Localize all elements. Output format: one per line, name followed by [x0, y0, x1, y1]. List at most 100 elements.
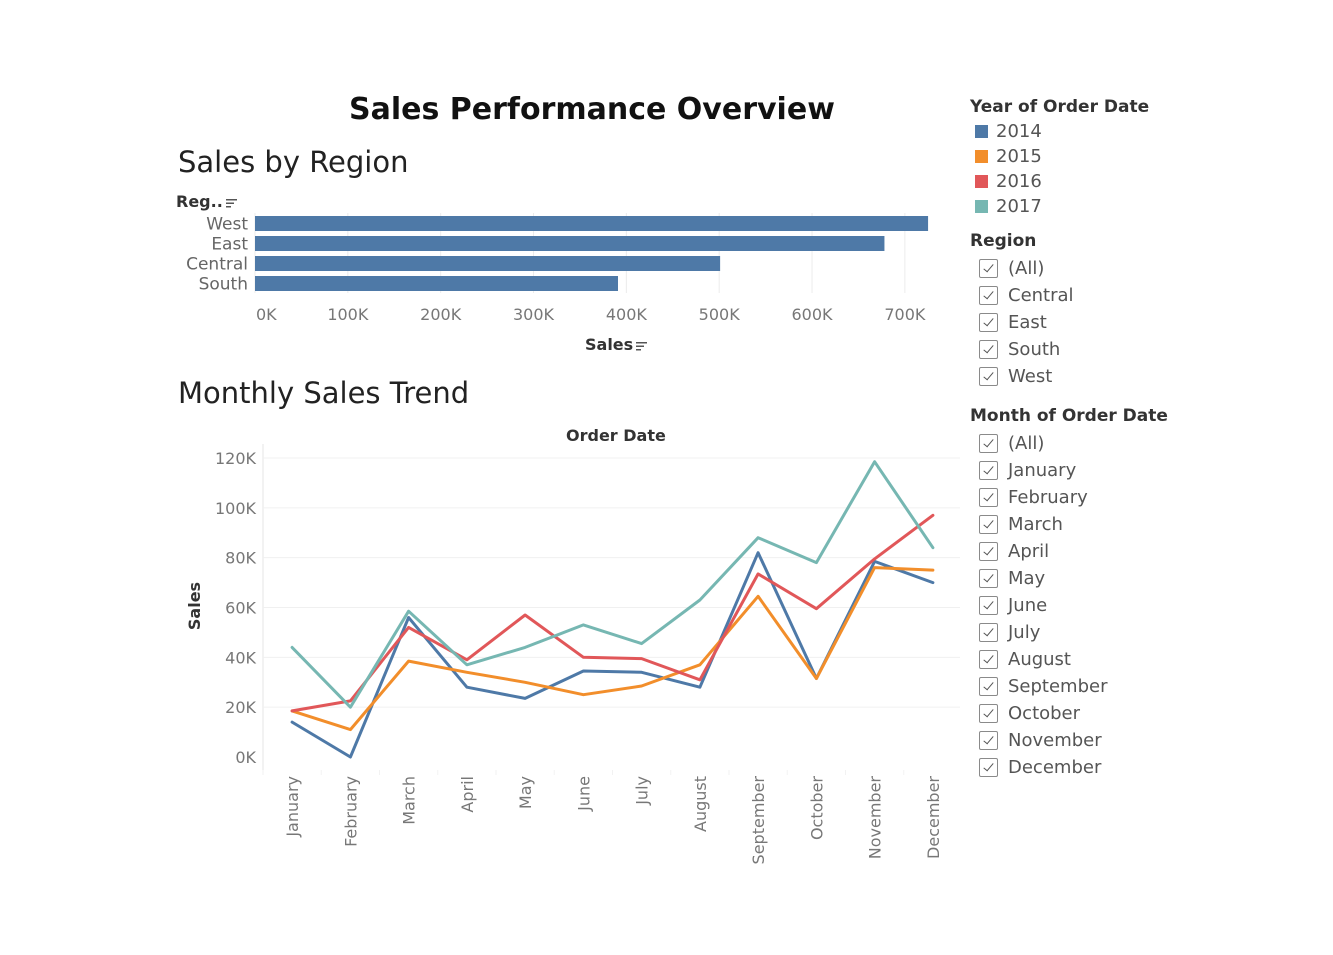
x-tick-label: 0K	[256, 305, 277, 324]
month-filter-item-march[interactable]: March	[979, 514, 1063, 535]
checkbox[interactable]	[979, 731, 998, 750]
filter-item-label: August	[1008, 649, 1071, 670]
month-filter-item-june[interactable]: June	[979, 595, 1047, 616]
month-filter-item-july[interactable]: July	[979, 622, 1040, 643]
bar-east[interactable]	[255, 236, 885, 251]
filter-item-label: July	[1008, 622, 1041, 643]
sort-icon[interactable]	[636, 341, 648, 351]
checkbox[interactable]	[979, 542, 998, 561]
y-tick-label: 120K	[215, 449, 257, 468]
x-tick-label: 600K	[792, 305, 834, 324]
month-filter-item-february[interactable]: February	[979, 487, 1088, 508]
year-legend-item[interactable]: 2015	[975, 146, 1042, 167]
color-swatch	[975, 150, 988, 163]
filter-item-label: South	[1008, 339, 1061, 360]
bar-south[interactable]	[255, 276, 618, 291]
x-tick-label: 700K	[884, 305, 926, 324]
region-label: West	[206, 215, 248, 235]
filter-item-label: February	[1008, 487, 1088, 508]
checkbox[interactable]	[979, 515, 998, 534]
filter-item-label: June	[1008, 595, 1048, 616]
dashboard-title: Sales Performance Overview	[349, 92, 835, 127]
region-x-axis-title-label: Sales	[585, 335, 634, 354]
color-swatch	[975, 125, 988, 138]
y-tick-label: 100K	[215, 499, 257, 518]
year-legend-item[interactable]: 2016	[975, 171, 1042, 192]
month-filter-item-september[interactable]: September	[979, 676, 1108, 697]
filter-item-label: East	[1008, 312, 1047, 333]
region-label: South	[199, 275, 248, 295]
y-tick-label: 0K	[235, 748, 256, 767]
month-filter-item-may[interactable]: May	[979, 568, 1045, 589]
checkbox[interactable]	[979, 623, 998, 642]
filter-item-label: (All)	[1008, 433, 1045, 454]
bar-central[interactable]	[255, 256, 721, 271]
checkbox[interactable]	[979, 650, 998, 669]
month-filter-item-december[interactable]: December	[979, 757, 1101, 778]
sort-icon[interactable]	[225, 198, 238, 208]
checkbox[interactable]	[979, 259, 998, 278]
month-filter-title: Month of Order Date	[970, 406, 1168, 426]
filter-item-label: (All)	[1008, 258, 1045, 279]
y-tick-label: 60K	[225, 599, 256, 618]
month-filter-item-january[interactable]: January	[979, 460, 1076, 481]
series-line-2017[interactable]	[290, 460, 935, 709]
y-tick-label: 20K	[225, 698, 256, 717]
checkbox[interactable]	[979, 758, 998, 777]
color-swatch	[975, 175, 988, 188]
x-tick-label: September	[749, 776, 768, 865]
region-filter-title: Region	[970, 231, 1037, 251]
checkbox[interactable]	[979, 286, 998, 305]
checkbox[interactable]	[979, 367, 998, 386]
year-legend-title: Year of Order Date	[970, 97, 1150, 117]
y-tick-label: 80K	[225, 549, 256, 568]
x-tick-label: February	[341, 776, 360, 847]
series-line-2015[interactable]	[290, 566, 935, 732]
x-tick-label: August	[691, 776, 710, 832]
region-filter-item-south[interactable]: South	[979, 339, 1060, 360]
region-row-header-label: Reg..	[176, 192, 223, 211]
checkbox[interactable]	[979, 488, 998, 507]
checkbox[interactable]	[979, 340, 998, 359]
x-tick-label: November	[866, 776, 885, 860]
x-tick-label: 400K	[606, 305, 648, 324]
year-legend-label: 2014	[996, 121, 1042, 142]
month-filter-item-november[interactable]: November	[979, 730, 1102, 751]
year-legend-item[interactable]: 2014	[975, 121, 1042, 142]
monthly-trend-chart: 0K 20K 40K 60K 80K 100K 120K Sales January Februa…	[185, 444, 960, 864]
region-filter-item-all[interactable]: (All)	[979, 258, 1044, 279]
region-filter-item-east[interactable]: East	[979, 312, 1047, 333]
year-legend-item[interactable]: 2017	[975, 196, 1042, 217]
year-legend-label: 2017	[996, 196, 1042, 217]
color-swatch	[975, 200, 988, 213]
year-legend-label: 2016	[996, 171, 1042, 192]
checkbox[interactable]	[979, 596, 998, 615]
checkbox[interactable]	[979, 677, 998, 696]
x-tick-label: May	[516, 776, 535, 809]
series-line-2016[interactable]	[290, 513, 935, 713]
region-sheet-title: Sales by Region	[178, 145, 409, 179]
region-filter-item-west[interactable]: West	[979, 366, 1052, 387]
checkbox[interactable]	[979, 569, 998, 588]
region-x-axis-title[interactable]: Sales	[585, 335, 648, 354]
month-filter-item-august[interactable]: August	[979, 649, 1071, 670]
filter-item-label: January	[1008, 460, 1077, 481]
checkbox[interactable]	[979, 704, 998, 723]
checkbox[interactable]	[979, 313, 998, 332]
x-tick-label: July	[633, 776, 652, 806]
checkbox[interactable]	[979, 461, 998, 480]
region-row-header[interactable]: Reg..	[176, 192, 238, 211]
checkbox[interactable]	[979, 434, 998, 453]
trend-column-header: Order Date	[566, 426, 666, 445]
x-tick-label: March	[400, 776, 419, 825]
month-filter-item-all[interactable]: (All)	[979, 433, 1044, 454]
filter-item-label: December	[1008, 757, 1102, 778]
region-filter-item-central[interactable]: Central	[979, 285, 1074, 306]
bar-west[interactable]	[255, 216, 929, 231]
month-filter-item-april[interactable]: April	[979, 541, 1049, 562]
filter-item-label: October	[1008, 703, 1081, 724]
month-filter-item-october[interactable]: October	[979, 703, 1080, 724]
filter-item-label: Central	[1008, 285, 1074, 306]
